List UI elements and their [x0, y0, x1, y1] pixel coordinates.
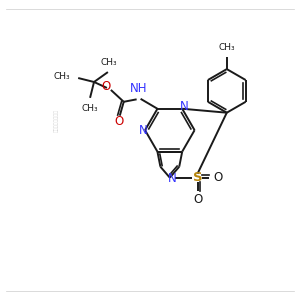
Text: CH₃: CH₃	[100, 58, 117, 67]
Text: N: N	[167, 172, 176, 185]
Text: O: O	[214, 171, 223, 184]
Text: N: N	[180, 100, 189, 113]
Text: O: O	[193, 193, 202, 206]
Text: 汇康博洋注册商标: 汇康博洋注册商标	[53, 109, 58, 132]
Text: O: O	[114, 115, 123, 128]
Text: CH₃: CH₃	[82, 104, 98, 113]
Text: N: N	[139, 124, 147, 137]
Text: CH₃: CH₃	[54, 71, 70, 80]
Text: O: O	[101, 80, 110, 93]
Text: CH₃: CH₃	[218, 43, 235, 52]
Text: NH: NH	[130, 82, 147, 95]
Text: S: S	[193, 171, 202, 184]
